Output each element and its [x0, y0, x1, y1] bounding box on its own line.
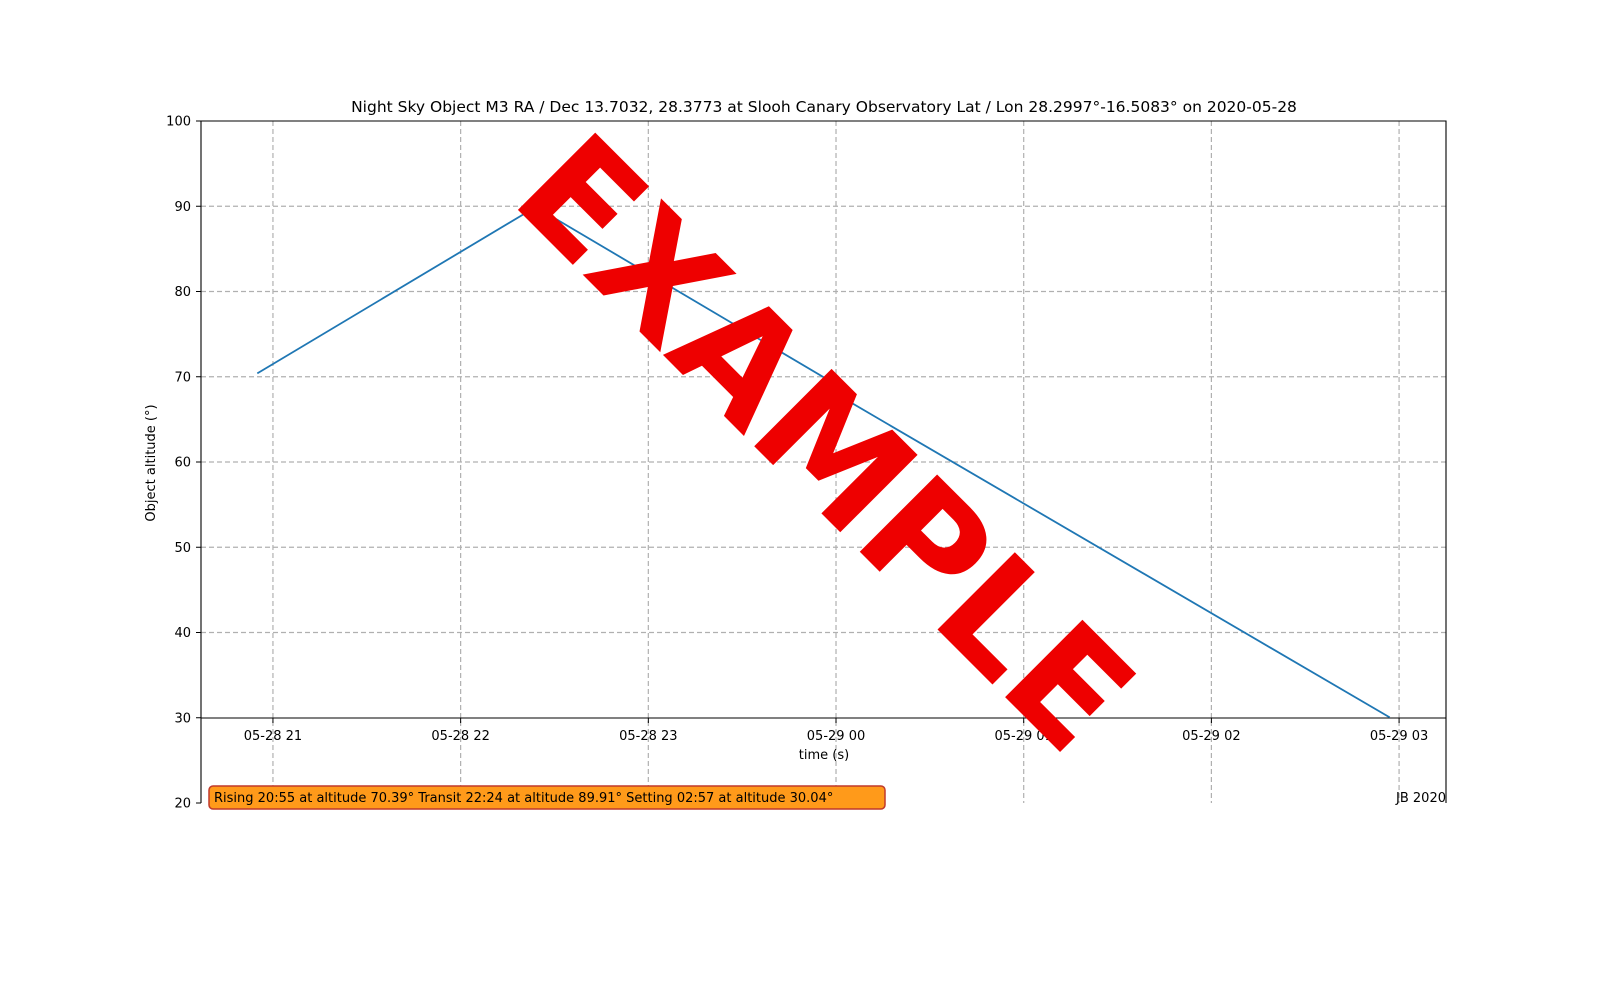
x-tick-label: 05-29 02	[1182, 729, 1240, 744]
watermark-text: EXAMPLE	[483, 103, 1166, 786]
x-tick-label: 05-29 00	[807, 729, 865, 744]
x-tick-label: 05-29 03	[1370, 729, 1428, 744]
annotation-box: Rising 20:55 at altitude 70.39° Transit …	[208, 785, 886, 810]
y-axis-ticks: 20 30 40 50 60 70 80 90 100	[166, 115, 201, 812]
y-axis-label: Object altitude (°)	[144, 404, 159, 521]
y-tick-label: 90	[174, 200, 191, 215]
x-tick-label: 05-28 21	[244, 729, 302, 744]
chart-title: Night Sky Object M3 RA / Dec 13.7032, 28…	[351, 98, 1297, 116]
y-tick-label: 100	[166, 115, 191, 130]
y-tick-label: 50	[174, 541, 191, 556]
x-tick-label: 05-28 23	[619, 729, 677, 744]
y-tick-label: 20	[174, 797, 191, 812]
credit-label: JB 2020	[1395, 791, 1446, 806]
x-axis-ticks: 05-28 21 05-28 22 05-28 23 05-29 00 05-29 01…	[244, 718, 1428, 744]
annotation-text: Rising 20:55 at altitude 70.39° Transit …	[214, 791, 833, 806]
x-tick-label: 05-28 22	[431, 729, 489, 744]
x-axis-label: time (s)	[799, 748, 849, 763]
y-tick-label: 70	[174, 370, 191, 385]
altitude-series-line	[256, 205, 1391, 719]
y-tick-label: 40	[174, 626, 191, 641]
annotation-background	[208, 785, 886, 810]
grid-lines	[201, 121, 1446, 803]
series-layer	[256, 205, 1391, 719]
axes-frame	[200, 120, 1447, 803]
y-tick-label: 60	[174, 456, 191, 471]
y-tick-label: 30	[174, 711, 191, 726]
y-tick-label: 80	[174, 285, 191, 300]
x-tick-label: 05-29 01	[994, 729, 1052, 744]
